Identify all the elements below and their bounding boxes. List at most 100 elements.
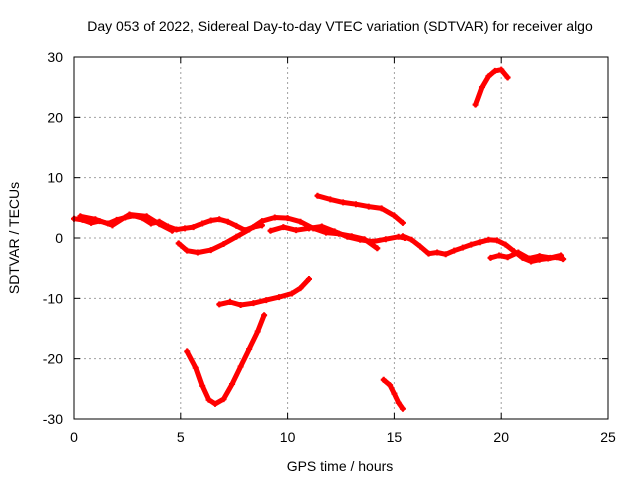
data-point xyxy=(408,236,415,243)
x-tick-label: 10 xyxy=(280,429,296,445)
data-point xyxy=(233,222,240,229)
data-point xyxy=(399,233,406,240)
data-point xyxy=(493,237,500,244)
series-arc-9 xyxy=(184,312,267,407)
data-point xyxy=(318,223,325,230)
data-point xyxy=(254,328,261,335)
data-point xyxy=(220,396,227,403)
data-point xyxy=(250,300,257,307)
data-point xyxy=(472,101,479,108)
data-point xyxy=(276,294,283,301)
data-point xyxy=(211,400,218,407)
data-point xyxy=(442,251,449,258)
x-tick-label: 0 xyxy=(70,429,78,445)
data-point xyxy=(365,203,372,210)
data-point xyxy=(504,74,511,81)
data-point xyxy=(109,222,116,229)
data-point xyxy=(267,227,274,234)
data-point xyxy=(293,227,300,234)
data-point xyxy=(297,285,304,292)
y-tick-label: -30 xyxy=(43,411,63,427)
y-tick-label: -10 xyxy=(43,290,63,306)
data-point xyxy=(305,276,312,283)
chart-title: Day 053 of 2022, Sidereal Day-to-day VTE… xyxy=(87,18,593,34)
data-point xyxy=(357,236,364,243)
x-tick-label: 20 xyxy=(493,429,509,445)
data-point xyxy=(485,73,492,80)
x-tick-label: 15 xyxy=(387,429,403,445)
data-point xyxy=(468,241,475,248)
data-point xyxy=(173,226,180,233)
x-tick-label: 25 xyxy=(600,429,616,445)
data-point xyxy=(184,348,191,355)
data-point xyxy=(205,396,212,403)
data-point xyxy=(504,254,511,261)
data-point xyxy=(284,215,291,222)
data-point xyxy=(246,226,253,233)
data-point xyxy=(184,247,191,254)
data-point xyxy=(425,250,432,257)
data-point xyxy=(434,249,441,256)
plot-area xyxy=(71,66,567,412)
data-point xyxy=(496,252,503,259)
y-tick-label: 30 xyxy=(47,49,63,65)
data-point xyxy=(92,216,99,223)
x-axis-label: GPS time / hours xyxy=(287,458,394,474)
data-point xyxy=(233,233,240,240)
data-point xyxy=(391,212,398,219)
data-point xyxy=(399,219,406,226)
x-tick-label: 5 xyxy=(177,429,185,445)
data-point xyxy=(485,236,492,243)
data-point xyxy=(352,201,359,208)
data-point xyxy=(380,376,387,383)
data-point xyxy=(175,240,182,247)
data-point xyxy=(478,84,485,91)
plot-frame xyxy=(73,56,609,420)
data-point xyxy=(487,254,494,261)
data-point xyxy=(199,382,206,389)
data-point xyxy=(271,214,278,221)
data-point xyxy=(237,363,244,370)
data-point xyxy=(344,233,351,240)
y-tick-label: 0 xyxy=(55,230,63,246)
data-point xyxy=(382,236,389,243)
data-point xyxy=(156,221,163,228)
data-point xyxy=(387,382,394,389)
data-point xyxy=(226,298,233,305)
data-point xyxy=(126,211,133,218)
data-point xyxy=(224,218,231,225)
data-point xyxy=(547,254,554,261)
data-point xyxy=(220,241,227,248)
data-point xyxy=(143,213,150,220)
data-point xyxy=(261,312,268,319)
data-point xyxy=(258,218,265,225)
y-tick-label: 10 xyxy=(47,170,63,186)
data-point xyxy=(327,196,334,203)
data-point xyxy=(237,301,244,308)
data-point xyxy=(331,228,338,235)
data-point xyxy=(246,346,253,353)
data-point xyxy=(459,244,466,251)
data-point xyxy=(199,220,206,227)
data-point xyxy=(451,247,458,254)
data-point xyxy=(502,241,509,248)
data-point xyxy=(399,405,406,412)
data-point xyxy=(378,205,385,212)
data-point xyxy=(207,217,214,224)
data-point xyxy=(374,245,381,252)
data-point xyxy=(491,67,498,74)
y-axis-label: SDTVAR / TECUs xyxy=(6,182,22,294)
series-arc-11 xyxy=(473,67,511,108)
y-tick-label: -20 xyxy=(43,351,63,367)
data-point xyxy=(263,297,270,304)
data-point xyxy=(417,243,424,250)
data-point xyxy=(305,225,312,232)
data-point xyxy=(182,225,189,232)
data-point xyxy=(560,256,567,263)
data-point xyxy=(391,390,398,397)
data-point xyxy=(395,399,402,406)
data-point xyxy=(280,224,287,231)
data-point xyxy=(297,218,304,225)
data-point xyxy=(498,66,505,73)
